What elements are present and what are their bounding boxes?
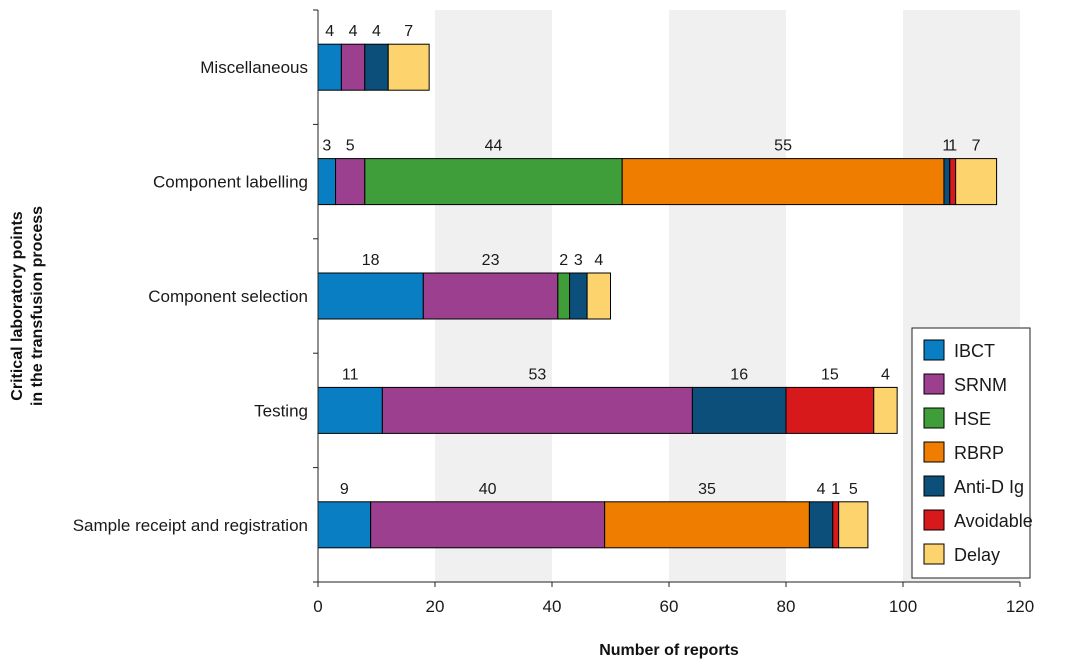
category-label-miscellaneous: Miscellaneous <box>200 58 308 77</box>
bar-component-labelling-anti-d-ig <box>943 158 951 206</box>
legend-label-anti-d-ig: Anti-D Ig <box>954 477 1024 497</box>
legend: IBCT SRNM HSE RBRP Anti-D Ig Avoidable Delay <box>911 327 1033 579</box>
y-axis-title-line-2: in the transfusion process <box>29 206 46 406</box>
shaded-band-1 <box>669 10 786 582</box>
data-label-testing-avoidable: 15 <box>821 366 839 383</box>
legend-label-rbrp: RBRP <box>954 443 1004 463</box>
bar-testing-srnm <box>381 386 693 434</box>
data-label-miscellaneous-anti-d-ig: 4 <box>372 23 381 40</box>
data-label-component-selection-anti-d-ig: 3 <box>574 252 583 269</box>
bar-testing-avoidable <box>785 386 875 434</box>
bar-miscellaneous-anti-d-ig <box>364 43 389 91</box>
data-label-sample-receipt-and-registration-anti-d-ig: 4 <box>817 481 826 498</box>
bar-component-labelling-hse <box>364 158 623 206</box>
legend-swatch-anti-d-ig <box>923 475 945 497</box>
category-label-testing: Testing <box>254 401 308 420</box>
bar-sample-receipt-and-registration-ibct <box>317 501 372 549</box>
legend-label-avoidable: Avoidable <box>954 511 1033 531</box>
legend-swatch-ibct <box>923 339 945 361</box>
bar-testing-delay <box>873 386 898 434</box>
bar-component-labelling-rbrp <box>621 158 945 206</box>
x-axis: 0 20 40 60 80 100 120 <box>313 581 1034 616</box>
bar-sample-receipt-and-registration-rbrp <box>604 501 810 549</box>
category-label-sample-receipt-and-registration: Sample receipt and registration <box>73 516 308 535</box>
data-label-miscellaneous-srnm: 4 <box>349 23 358 40</box>
x-tick-label-60: 60 <box>660 597 679 616</box>
data-label-component-selection-hse: 2 <box>559 252 568 269</box>
x-tick-label-120: 120 <box>1006 597 1034 616</box>
bars: 4 4 4 73 5 44 55 11 718 23 2 3 411 53 16 15 49 40 35 4 1 5 <box>317 23 998 549</box>
data-label-sample-receipt-and-registration-avoidable: 1 <box>831 481 840 498</box>
bar-sample-receipt-and-registration-srnm <box>370 501 606 549</box>
x-tick-label-0: 0 <box>313 597 322 616</box>
bar-component-selection-ibct <box>317 272 424 320</box>
bar-testing-ibct <box>317 386 383 434</box>
data-label-component-labelling-avoidable: 1 <box>948 138 957 155</box>
data-label-component-selection-ibct: 18 <box>362 252 380 269</box>
data-label-sample-receipt-and-registration-srnm: 40 <box>479 481 497 498</box>
legend-swatch-rbrp <box>923 441 945 463</box>
data-label-testing-delay: 4 <box>881 366 890 383</box>
shaded-bands <box>435 10 1020 582</box>
legend-swatch-avoidable <box>923 509 945 531</box>
bar-component-labelling-avoidable <box>949 158 957 206</box>
category-label-component-labelling: Component labelling <box>153 173 308 192</box>
bar-miscellaneous-delay <box>387 43 430 91</box>
bar-sample-receipt-and-registration-delay <box>838 501 869 549</box>
bar-component-labelling-srnm <box>335 158 366 206</box>
category-label-component-selection: Component selection <box>148 287 308 306</box>
data-label-component-selection-delay: 4 <box>594 252 603 269</box>
bar-component-labelling-ibct <box>317 158 337 206</box>
data-label-component-labelling-hse: 44 <box>485 138 503 155</box>
bar-testing-anti-d-ig <box>691 386 787 434</box>
x-tick-label-100: 100 <box>889 597 917 616</box>
legend-label-srnm: SRNM <box>954 375 1007 395</box>
legend-label-hse: HSE <box>954 409 991 429</box>
data-label-sample-receipt-and-registration-delay: 5 <box>849 481 858 498</box>
bar-component-selection-delay <box>586 272 611 320</box>
legend-swatch-hse <box>923 407 945 429</box>
data-label-sample-receipt-and-registration-rbrp: 35 <box>698 481 716 498</box>
data-label-component-labelling-srnm: 5 <box>346 138 355 155</box>
x-axis-title: Number of reports <box>599 642 739 659</box>
data-label-component-labelling-delay: 7 <box>972 138 981 155</box>
bar-component-selection-srnm <box>422 272 559 320</box>
data-label-component-selection-srnm: 23 <box>482 252 500 269</box>
x-tick-label-80: 80 <box>777 597 796 616</box>
data-label-miscellaneous-delay: 7 <box>404 23 413 40</box>
data-label-sample-receipt-and-registration-ibct: 9 <box>340 481 349 498</box>
data-label-component-labelling-ibct: 3 <box>322 138 331 155</box>
x-tick-label-40: 40 <box>543 597 562 616</box>
bar-sample-receipt-and-registration-avoidable <box>832 501 840 549</box>
y-axis: Miscellaneous Component labelling Componen… <box>73 9 319 583</box>
bar-miscellaneous-srnm <box>340 43 366 91</box>
bar-component-selection-hse <box>557 272 571 320</box>
bar-miscellaneous-ibct <box>317 43 342 91</box>
y-axis-title: Critical laboratory points in the transf… <box>9 206 46 406</box>
legend-label-ibct: IBCT <box>954 341 995 361</box>
data-label-miscellaneous-ibct: 4 <box>325 23 334 40</box>
data-label-component-labelling-anti-d-ig: 1 <box>942 138 951 155</box>
data-label-testing-srnm: 53 <box>528 366 546 383</box>
data-label-component-labelling-rbrp: 55 <box>774 138 792 155</box>
legend-swatch-srnm <box>923 373 945 395</box>
data-label-testing-ibct: 11 <box>342 366 359 383</box>
bar-component-labelling-delay <box>955 158 998 206</box>
bar-component-selection-anti-d-ig <box>569 272 588 320</box>
y-axis-title-line-1: Critical laboratory points <box>9 211 26 400</box>
data-label-testing-anti-d-ig: 16 <box>730 366 748 383</box>
bar-sample-receipt-and-registration-anti-d-ig <box>808 501 834 549</box>
legend-swatch-delay <box>923 543 945 565</box>
x-tick-label-20: 20 <box>426 597 445 616</box>
legend-label-delay: Delay <box>954 545 1000 565</box>
